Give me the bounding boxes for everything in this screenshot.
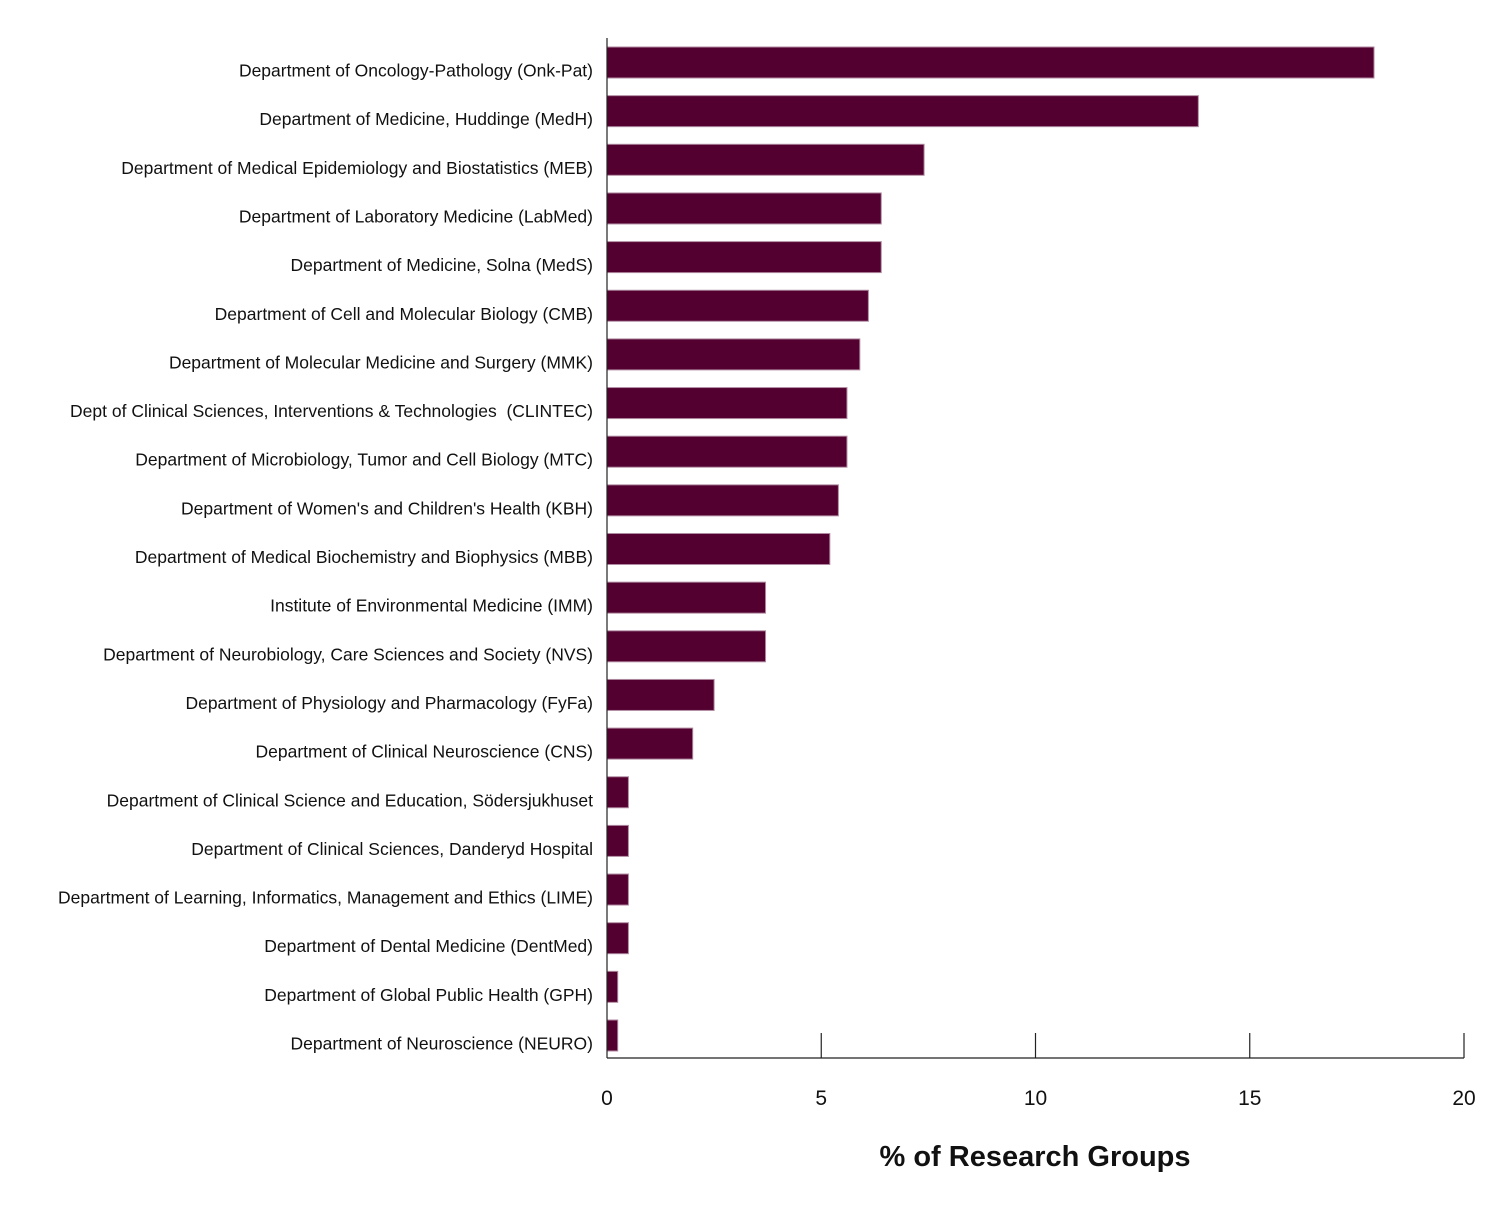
bar xyxy=(606,922,629,955)
category-label: Department of Neurobiology, Care Science… xyxy=(103,644,593,664)
x-tick-label: 10 xyxy=(1024,1087,1047,1110)
bar xyxy=(606,776,629,809)
bar xyxy=(606,192,882,225)
bar xyxy=(606,46,1375,79)
bar xyxy=(606,678,715,711)
category-label: Department of Molecular Medicine and Sur… xyxy=(169,352,593,372)
category-labels: Department of Oncology-Pathology (Onk-Pa… xyxy=(58,61,593,1054)
bar xyxy=(606,581,767,614)
category-label: Department of Microbiology, Tumor and Ce… xyxy=(135,450,593,470)
bar xyxy=(606,241,882,274)
category-label: Department of Laboratory Medicine (LabMe… xyxy=(239,206,593,226)
category-label: Department of Neuroscience (NEURO) xyxy=(291,1034,593,1054)
category-label: Department of Oncology-Pathology (Onk-Pa… xyxy=(239,61,593,81)
category-label: Department of Global Public Health (GPH) xyxy=(264,985,593,1005)
category-label: Department of Medicine, Solna (MedS) xyxy=(291,255,594,275)
category-label: Dept of Clinical Sciences, Interventions… xyxy=(70,401,593,421)
bar xyxy=(606,95,1199,128)
bars xyxy=(606,46,1375,1052)
x-tick-label: 20 xyxy=(1452,1087,1475,1110)
x-tick-label: 5 xyxy=(815,1087,827,1110)
category-label: Department of Dental Medicine (DentMed) xyxy=(264,936,593,956)
bar xyxy=(606,435,848,468)
category-label: Department of Learning, Informatics, Man… xyxy=(58,888,593,908)
bar xyxy=(606,143,925,176)
x-axis-label: % of Research Groups xyxy=(879,1141,1190,1173)
category-label: Department of Cell and Molecular Biology… xyxy=(215,304,593,324)
bar xyxy=(606,727,694,760)
bar xyxy=(606,289,869,322)
category-label: Department of Clinical Science and Educa… xyxy=(107,790,594,810)
bar xyxy=(606,873,629,906)
category-label: Department of Medical Epidemiology and B… xyxy=(121,158,593,178)
bar xyxy=(606,338,861,371)
category-label: Department of Clinical Neuroscience (CNS… xyxy=(256,742,593,762)
bar xyxy=(606,1019,619,1052)
x-tick-label: 0 xyxy=(601,1087,613,1110)
x-tick-label: 15 xyxy=(1238,1087,1261,1110)
category-label: Department of Women's and Children's Hea… xyxy=(181,498,593,518)
category-label: Department of Medical Biochemistry and B… xyxy=(135,547,593,567)
category-label: Department of Clinical Sciences, Dandery… xyxy=(191,839,593,859)
category-label: Department of Physiology and Pharmacolog… xyxy=(185,693,593,713)
bar xyxy=(606,630,767,663)
x-ticks: 0 5 10 15 20 xyxy=(601,1033,1476,1110)
bar xyxy=(606,484,839,517)
bar xyxy=(606,970,619,1003)
bar xyxy=(606,824,629,857)
category-label: Department of Medicine, Huddinge (MedH) xyxy=(259,109,593,129)
category-label: Institute of Environmental Medicine (IMM… xyxy=(270,596,593,616)
bar xyxy=(606,387,848,420)
bar xyxy=(606,533,831,565)
